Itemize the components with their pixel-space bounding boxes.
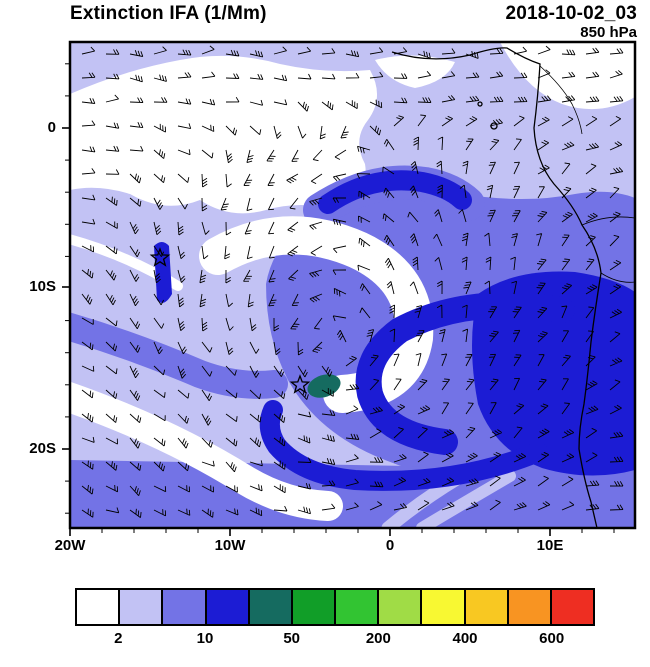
colorbar: 2 10 50 200 400 600 xyxy=(75,588,595,650)
colorbar-box xyxy=(206,590,250,624)
x-tick-label: 10E xyxy=(536,537,564,554)
colorbar-box xyxy=(379,590,423,624)
x-tick-label: 10W xyxy=(214,537,246,554)
star-marker xyxy=(149,247,171,267)
x-axis-labels: 20W 10W 0 10E xyxy=(55,537,637,557)
colorbar-tick-label: 200 xyxy=(365,630,391,647)
inland-border xyxy=(581,216,635,226)
map-canvas xyxy=(62,40,637,536)
colorbar-labels: 2 10 50 200 400 600 xyxy=(75,626,595,647)
y-tick-label: 20S xyxy=(29,440,56,458)
island-outline xyxy=(490,122,498,130)
wind-barbs-layer xyxy=(81,45,624,518)
inland-border xyxy=(600,272,635,283)
plot-datetime: 2018-10-02_03 xyxy=(505,3,637,24)
y-axis-labels: 0 10S 20S xyxy=(12,42,56,528)
inland-border xyxy=(539,65,583,135)
colorbar-tick-label: 600 xyxy=(539,630,565,647)
y-tick-label: 10S xyxy=(29,278,56,296)
colorbar-box xyxy=(551,590,594,624)
marker-layer xyxy=(149,247,311,394)
x-tick-label: 0 xyxy=(385,537,395,554)
x-tick-label: 20W xyxy=(54,537,86,554)
star-marker xyxy=(289,374,311,394)
colorbar-boxes xyxy=(75,588,595,626)
plot-title: Extinction IFA (1/Mm) xyxy=(70,3,267,24)
y-tick-label: 0 xyxy=(47,119,56,137)
colorbar-box xyxy=(292,590,337,624)
colorbar-box xyxy=(336,590,380,624)
colorbar-box xyxy=(77,590,121,624)
colorbar-tick-label: 2 xyxy=(114,630,123,647)
contour-layer xyxy=(70,42,635,528)
plot-frame xyxy=(68,40,637,530)
colorbar-tick-label: 50 xyxy=(283,630,300,647)
colorbar-box xyxy=(465,590,509,624)
colorbar-tick-label: 10 xyxy=(196,630,214,647)
map-plot xyxy=(60,40,645,545)
colorbar-box xyxy=(508,590,552,624)
wind-barbs xyxy=(81,45,624,518)
pressure-level-label: 850 hPa xyxy=(580,24,637,41)
header-row: Extinction IFA (1/Mm) 2018-10-02_03 xyxy=(70,3,637,25)
island-outline xyxy=(477,101,483,107)
africa-coastline xyxy=(391,47,602,528)
coastline-layer xyxy=(391,47,635,528)
colorbar-box xyxy=(422,590,466,624)
colorbar-box xyxy=(249,590,293,624)
colorbar-tick-label: 400 xyxy=(452,630,478,647)
colorbar-box xyxy=(120,590,164,624)
colorbar-box xyxy=(163,590,207,624)
